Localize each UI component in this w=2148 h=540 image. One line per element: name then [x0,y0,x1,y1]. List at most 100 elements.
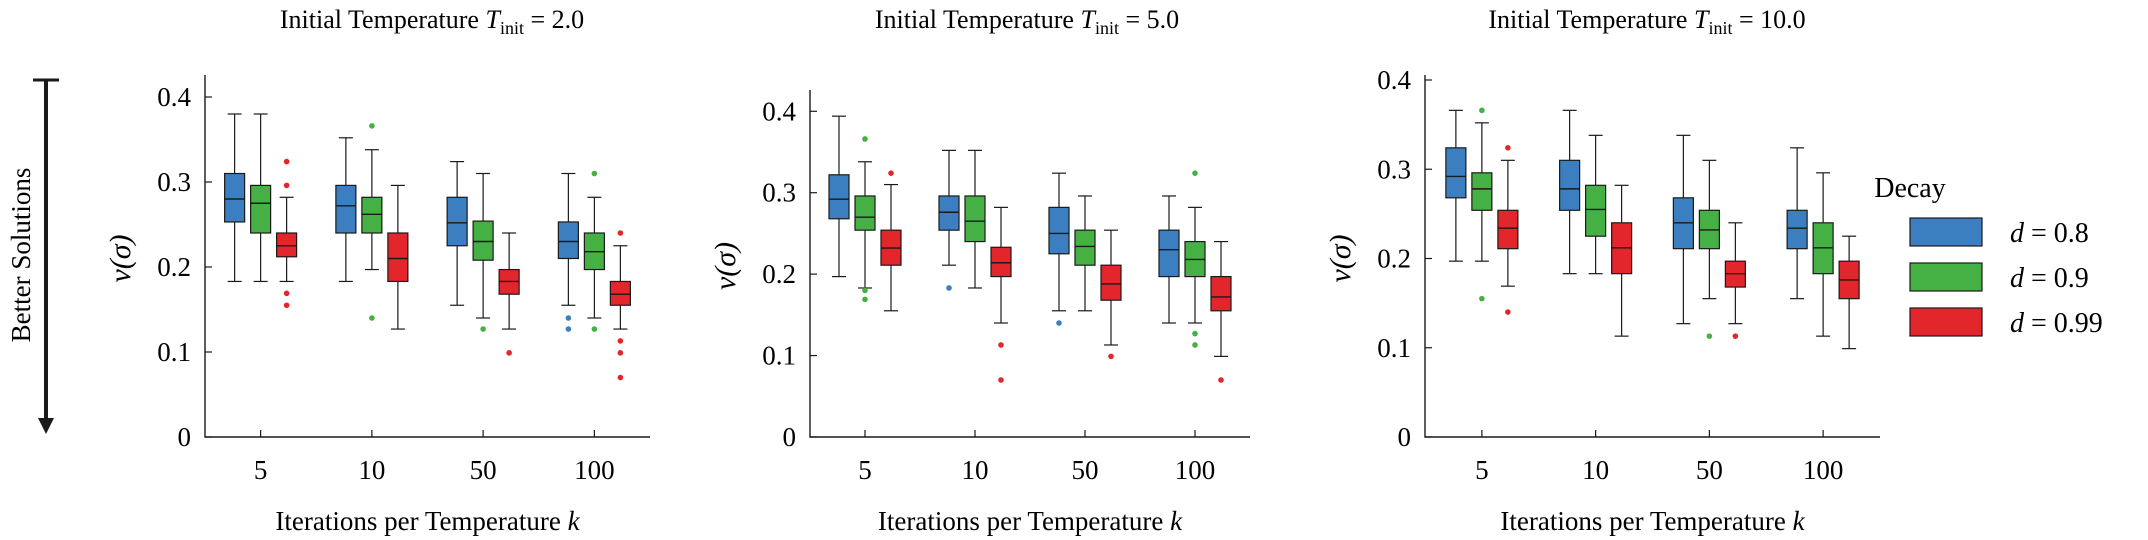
y-axis-label: v(σ) [104,234,137,282]
x-tick-label: 10 [1582,455,1609,485]
y-tick-label: 0.3 [157,167,191,197]
outlier-point [998,377,1004,383]
outlier-point [998,342,1004,348]
y-tick-label: 0 [178,422,192,452]
outlier-point [591,170,598,177]
box-d-0-8 [1559,109,1581,275]
outlier-point [1479,107,1485,114]
outlier-point [617,374,624,381]
x-axis-label: Iterations per Temperature k [878,506,1183,536]
iqr-box [1048,206,1070,255]
outlier-point [617,230,624,236]
legend-entry-label: d = 0.99 [2010,308,2103,339]
side-label: Better Solutions [6,168,36,343]
x-axis-label: Iterations per Temperature k [1500,506,1805,536]
iqr-box [446,196,468,247]
x-tick-label: 10 [962,455,989,485]
outlier-point [862,136,868,142]
y-tick-label: 0.4 [1377,65,1411,95]
y-tick-label: 0 [783,422,797,452]
outlier-point [591,326,598,332]
outlier-point [565,326,572,332]
x-tick-label: 50 [1072,455,1099,485]
box-d-0-9 [361,123,383,321]
x-tick-label: 5 [1475,455,1489,485]
x-tick-label: 5 [858,455,872,485]
panel-title: Initial Temperature Tinit = 5.0 [875,5,1179,38]
y-tick-label: 0.3 [762,178,796,208]
y-tick-label: 0.4 [157,82,191,112]
box-d-0-99 [276,158,298,309]
outlier-point [283,182,290,189]
x-tick-label: 50 [470,455,497,485]
outlier-point [1056,320,1062,326]
legend-swatch [1909,262,1983,292]
outlier-point [283,290,290,297]
outlier-point [1505,309,1511,315]
box-d-0-8 [335,137,357,283]
axes-frame [809,90,1250,438]
panel-tinit-10: Initial Temperature Tinit = 10.0 0 0.1 0.2 0… [1324,5,1880,536]
box-d-0-9 [1184,170,1206,348]
legend-entry-label: d = 0.9 [2010,263,2089,294]
y-tick-label: 0.4 [762,96,796,126]
iqr-box [990,246,1012,278]
outlier-point [1706,333,1713,339]
box-d-0-9 [583,170,605,332]
box-d-0-99 [1210,240,1232,383]
iqr-box [224,172,246,223]
box-d-0-8 [446,161,468,306]
y-tick-label: 0.1 [157,337,191,367]
iqr-box [335,184,357,234]
outlier-point [862,296,868,303]
box-d-0-9 [854,136,876,303]
legend-swatch [1909,217,1983,247]
outlier-point [283,302,290,309]
legend: Decay d = 0.8 d = 0.9 d = 0.99 [1874,173,2103,339]
iqr-box [828,174,850,220]
box-d-0-9 [1585,134,1607,275]
x-tick-label: 100 [1803,455,1844,485]
box-d-0-8 [224,113,246,283]
legend-title: Decay [1874,173,1946,204]
iqr-box [1074,229,1096,266]
iqr-box [361,196,383,234]
outlier-point [617,338,624,344]
panel-title: Initial Temperature Tinit = 2.0 [280,5,584,38]
panel-tinit-2: Initial Temperature Tinit = 2.0 0 0.1 0.2 0.… [104,5,650,536]
box-d-0-8 [1158,195,1180,324]
outlier-point [1192,342,1198,348]
panel-tinit-5: Initial Temperature Tinit = 5.0 0 0.1 0.2 0.… [709,5,1250,536]
iqr-box [1100,264,1122,301]
iqr-box [938,195,960,231]
outlier-point [617,350,624,356]
iqr-box [854,195,876,231]
iqr-box [387,232,409,283]
iqr-box [276,232,298,258]
y-tick-label: 0.2 [157,252,191,282]
box-d-0-9 [1812,172,1834,337]
box-d-0-99 [880,170,902,312]
outlier-point [480,326,486,332]
x-tick-label: 5 [254,455,268,485]
x-tick-label: 100 [1175,455,1216,485]
iqr-box [1158,229,1180,278]
box-d-0-8 [1048,172,1070,326]
outlier-point [1108,353,1114,360]
side-indicator: Better Solutions [6,78,59,434]
legend-entry-label: d = 0.8 [2010,218,2089,249]
iqr-box [472,220,494,261]
box-d-0-99 [609,230,631,381]
box-d-0-8 [938,149,960,291]
iqr-box [1210,275,1232,312]
box-d-0-8 [1786,147,1808,300]
iqr-box [609,280,631,306]
box-d-0-9 [1698,159,1720,339]
outlier-point [1192,170,1198,176]
box-d-0-99 [1838,235,1860,350]
panel-title: Initial Temperature Tinit = 10.0 [1488,5,1805,38]
box-d-0-99 [1611,184,1633,337]
axes-frame [1424,75,1880,438]
box-d-0-8 [828,115,850,278]
